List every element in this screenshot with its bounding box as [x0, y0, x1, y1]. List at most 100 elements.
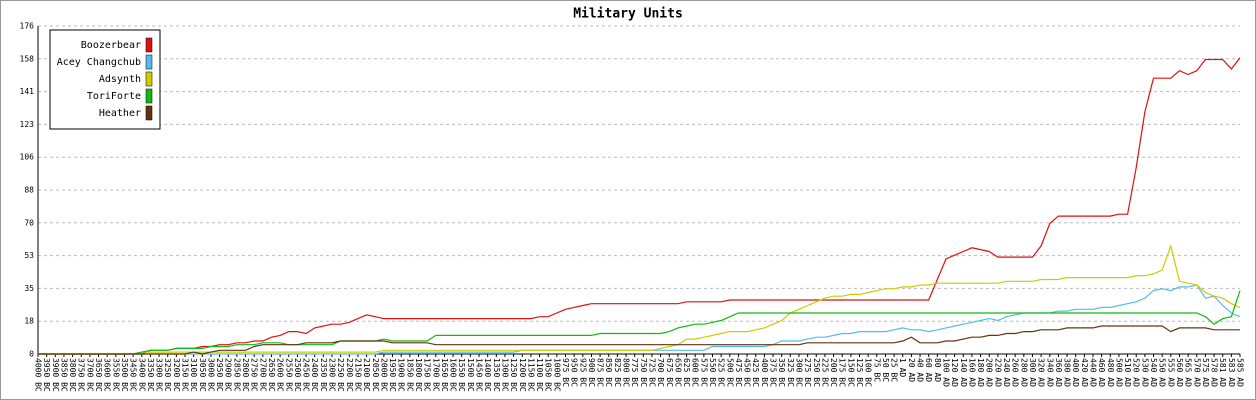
- x-tick-label: 2100 BC: [362, 358, 371, 392]
- x-tick-label: 750 BC: [639, 358, 648, 387]
- legend-swatch: [145, 88, 153, 104]
- x-tick-label: 1350 BC: [492, 358, 501, 392]
- x-tick-label: 460 AD: [1097, 358, 1106, 387]
- x-tick-label: 400 BC: [760, 358, 769, 387]
- x-tick-label: 1000 BC: [552, 358, 561, 392]
- x-tick-label: 350 BC: [777, 358, 786, 387]
- y-tick-label: 158: [20, 54, 35, 63]
- x-tick-label: 220 AD: [993, 358, 1002, 387]
- x-tick-label: 475 BC: [734, 358, 743, 387]
- x-tick-label: 525 BC: [717, 358, 726, 387]
- x-tick-label: 80 AD: [933, 358, 942, 382]
- x-tick-label: 480 AD: [1106, 358, 1115, 387]
- y-tick-label: 123: [20, 120, 35, 129]
- x-tick-label: 200 BC: [829, 358, 838, 387]
- x-tick-label: 2300 BC: [328, 358, 337, 392]
- x-tick-label: 325 BC: [786, 358, 795, 387]
- x-tick-label: 200 AD: [985, 358, 994, 387]
- x-tick-label: 1 AD: [898, 358, 907, 377]
- x-tick-label: 975 BC: [561, 358, 570, 387]
- legend-swatch: [145, 71, 153, 87]
- x-tick-label: 950 BC: [570, 358, 579, 387]
- x-tick-label: 2550 BC: [284, 358, 293, 392]
- y-tick-label: 176: [20, 22, 35, 31]
- x-tick-label: 125 BC: [855, 358, 864, 387]
- legend-box: [49, 29, 161, 130]
- x-tick-label: 225 BC: [820, 358, 829, 387]
- x-tick-label: 450 BC: [743, 358, 752, 387]
- x-tick-label: 3050 BC: [198, 358, 207, 392]
- x-tick-label: 380 AD: [1063, 358, 1072, 387]
- legend-label: Acey Changchub: [57, 57, 141, 68]
- x-tick-label: 420 AD: [1080, 358, 1089, 387]
- x-tick-label: 2450 BC: [302, 358, 311, 392]
- x-tick-label: 560 AD: [1175, 358, 1184, 387]
- x-tick-label: 800 BC: [622, 358, 631, 387]
- x-tick-label: 425 BC: [751, 358, 760, 387]
- x-tick-label: 3700 BC: [85, 358, 94, 392]
- x-tick-label: 1900 BC: [397, 358, 406, 392]
- x-tick-label: 340 AD: [1045, 358, 1054, 387]
- x-tick-label: 500 AD: [1114, 358, 1123, 387]
- x-tick-label: 500 BC: [725, 358, 734, 387]
- x-tick-label: 650 BC: [673, 358, 682, 387]
- x-tick-label: 2250 BC: [336, 358, 345, 392]
- x-tick-label: 120 AD: [950, 358, 959, 387]
- x-tick-label: 1850 BC: [405, 358, 414, 392]
- x-tick-label: 850 BC: [604, 358, 613, 387]
- x-tick-label: 555 AD: [1166, 358, 1175, 387]
- x-tick-label: 1400 BC: [483, 358, 492, 392]
- x-tick-label: 3100 BC: [189, 358, 198, 392]
- x-tick-label: 240 AD: [1002, 358, 1011, 387]
- x-tick-label: 700 BC: [656, 358, 665, 387]
- x-tick-label: 1700 BC: [431, 358, 440, 392]
- x-tick-label: 3900 BC: [51, 358, 60, 392]
- x-tick-label: 2200 BC: [345, 358, 354, 392]
- x-tick-label: 581 AD: [1218, 358, 1227, 387]
- x-tick-label: 875 BC: [596, 358, 605, 387]
- x-tick-label: 100 AD: [941, 358, 950, 387]
- x-tick-label: 2900 BC: [224, 358, 233, 392]
- x-tick-label: 3350 BC: [146, 358, 155, 392]
- x-tick-label: 1950 BC: [388, 358, 397, 392]
- x-tick-label: 20 AD: [907, 358, 916, 382]
- series-line: [38, 57, 1241, 355]
- x-tick-label: 925 BC: [578, 358, 587, 387]
- x-tick-label: 1650 BC: [440, 358, 449, 392]
- x-tick-label: 570 AD: [1192, 358, 1201, 387]
- x-tick-label: 150 BC: [846, 358, 855, 387]
- x-tick-label: 1300 BC: [500, 358, 509, 392]
- x-tick-label: 50 BC: [881, 358, 890, 382]
- x-tick-label: 3650 BC: [94, 358, 103, 392]
- x-tick-label: 510 AD: [1123, 358, 1132, 387]
- y-tick-label: 18: [24, 317, 34, 326]
- legend-label: Boozerbear: [81, 40, 141, 51]
- x-tick-label: 3800 BC: [68, 358, 77, 392]
- x-tick-label: 1750 BC: [423, 358, 432, 392]
- x-tick-label: 175 BC: [838, 358, 847, 387]
- x-tick-label: 1150 BC: [526, 358, 535, 392]
- x-tick-label: 140 AD: [959, 358, 968, 387]
- x-tick-label: 360 AD: [1054, 358, 1063, 387]
- x-tick-label: 275 BC: [803, 358, 812, 387]
- x-tick-label: 320 AD: [1037, 358, 1046, 387]
- x-tick-label: 578 AD: [1210, 358, 1219, 387]
- x-tick-label: 2500 BC: [293, 358, 302, 392]
- x-tick-label: 1050 BC: [544, 358, 553, 392]
- x-tick-label: 3600 BC: [103, 358, 112, 392]
- series-line: [38, 325, 1240, 355]
- x-tick-label: 1500 BC: [466, 358, 475, 392]
- x-tick-label: 2050 BC: [371, 358, 380, 392]
- x-tick-label: 675 BC: [665, 358, 674, 387]
- x-tick-label: 585 AD: [1236, 358, 1245, 387]
- x-tick-label: 60 AD: [924, 358, 933, 382]
- x-tick-label: 3950 BC: [42, 358, 51, 392]
- x-tick-label: 520 AD: [1132, 358, 1141, 387]
- x-tick-label: 575 BC: [699, 358, 708, 387]
- x-tick-label: 575 AD: [1201, 358, 1210, 387]
- x-tick-label: 3150 BC: [181, 358, 190, 392]
- x-tick-label: 530 AD: [1140, 358, 1149, 387]
